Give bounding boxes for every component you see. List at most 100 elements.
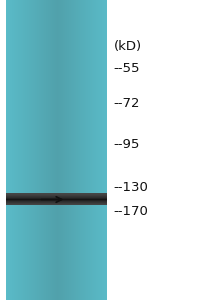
- Bar: [6, 197, 107, 198]
- Bar: [106, 0, 107, 300]
- Bar: [90, 0, 91, 300]
- Bar: [6, 195, 107, 196]
- Bar: [47, 0, 48, 300]
- Bar: [6, 196, 107, 197]
- Bar: [39, 0, 40, 300]
- Bar: [77, 0, 78, 300]
- Bar: [25, 0, 27, 300]
- Bar: [89, 0, 90, 300]
- Bar: [38, 0, 39, 300]
- Text: (kD): (kD): [113, 40, 141, 53]
- Bar: [100, 0, 101, 300]
- Text: --95: --95: [113, 137, 140, 151]
- Bar: [51, 0, 52, 300]
- Bar: [76, 0, 77, 300]
- Bar: [31, 0, 32, 300]
- Bar: [60, 0, 61, 300]
- Bar: [21, 0, 23, 300]
- Bar: [35, 0, 36, 300]
- Bar: [6, 202, 107, 203]
- Bar: [6, 200, 107, 201]
- Text: --130: --130: [113, 181, 148, 194]
- Bar: [6, 200, 107, 201]
- Bar: [45, 0, 46, 300]
- Bar: [19, 0, 21, 300]
- Bar: [92, 0, 93, 300]
- Bar: [83, 0, 84, 300]
- Bar: [70, 0, 71, 300]
- Bar: [10, 0, 12, 300]
- Bar: [36, 0, 37, 300]
- Bar: [22, 0, 24, 300]
- Bar: [96, 0, 97, 300]
- Bar: [79, 0, 80, 300]
- Bar: [27, 0, 28, 300]
- Bar: [6, 197, 107, 198]
- Bar: [6, 203, 107, 204]
- Bar: [71, 0, 72, 300]
- Bar: [103, 0, 104, 300]
- Bar: [105, 0, 106, 300]
- Bar: [65, 0, 66, 300]
- Bar: [7, 0, 9, 300]
- Bar: [44, 0, 45, 300]
- Bar: [6, 0, 8, 300]
- Bar: [48, 0, 49, 300]
- Bar: [62, 0, 63, 300]
- Bar: [86, 0, 87, 300]
- Bar: [54, 0, 55, 300]
- Bar: [6, 194, 107, 195]
- Bar: [18, 0, 19, 300]
- Bar: [42, 0, 43, 300]
- Bar: [56, 0, 57, 300]
- Bar: [101, 0, 102, 300]
- Bar: [94, 0, 95, 300]
- Bar: [6, 198, 107, 199]
- Bar: [21, 0, 22, 300]
- Bar: [81, 0, 82, 300]
- Bar: [6, 196, 107, 197]
- Bar: [16, 0, 18, 300]
- Bar: [84, 0, 85, 300]
- Text: --55: --55: [113, 62, 140, 76]
- Bar: [28, 0, 29, 300]
- Bar: [31, 0, 33, 300]
- Bar: [99, 0, 100, 300]
- Bar: [73, 0, 74, 300]
- Bar: [25, 0, 26, 300]
- Bar: [82, 0, 83, 300]
- Bar: [6, 203, 107, 204]
- Bar: [87, 0, 88, 300]
- Bar: [69, 0, 70, 300]
- Bar: [6, 204, 107, 205]
- Bar: [52, 0, 53, 300]
- Text: --170: --170: [113, 205, 148, 218]
- Bar: [6, 199, 107, 200]
- Bar: [6, 195, 107, 196]
- Bar: [55, 0, 56, 300]
- Bar: [72, 0, 73, 300]
- Bar: [6, 202, 107, 203]
- Bar: [46, 0, 47, 300]
- Bar: [6, 204, 107, 205]
- Bar: [85, 0, 86, 300]
- Bar: [15, 0, 17, 300]
- Text: --72: --72: [113, 97, 140, 110]
- Bar: [66, 0, 67, 300]
- Bar: [63, 0, 64, 300]
- Bar: [59, 0, 60, 300]
- Bar: [43, 0, 44, 300]
- Bar: [24, 0, 25, 300]
- Bar: [104, 0, 106, 300]
- Bar: [6, 194, 107, 195]
- Bar: [6, 202, 107, 203]
- Bar: [13, 0, 15, 300]
- Bar: [68, 0, 69, 300]
- Bar: [8, 0, 10, 300]
- Bar: [91, 0, 92, 300]
- Bar: [6, 196, 107, 198]
- Bar: [49, 0, 50, 300]
- Bar: [6, 203, 107, 204]
- Bar: [28, 0, 30, 300]
- Bar: [6, 193, 107, 194]
